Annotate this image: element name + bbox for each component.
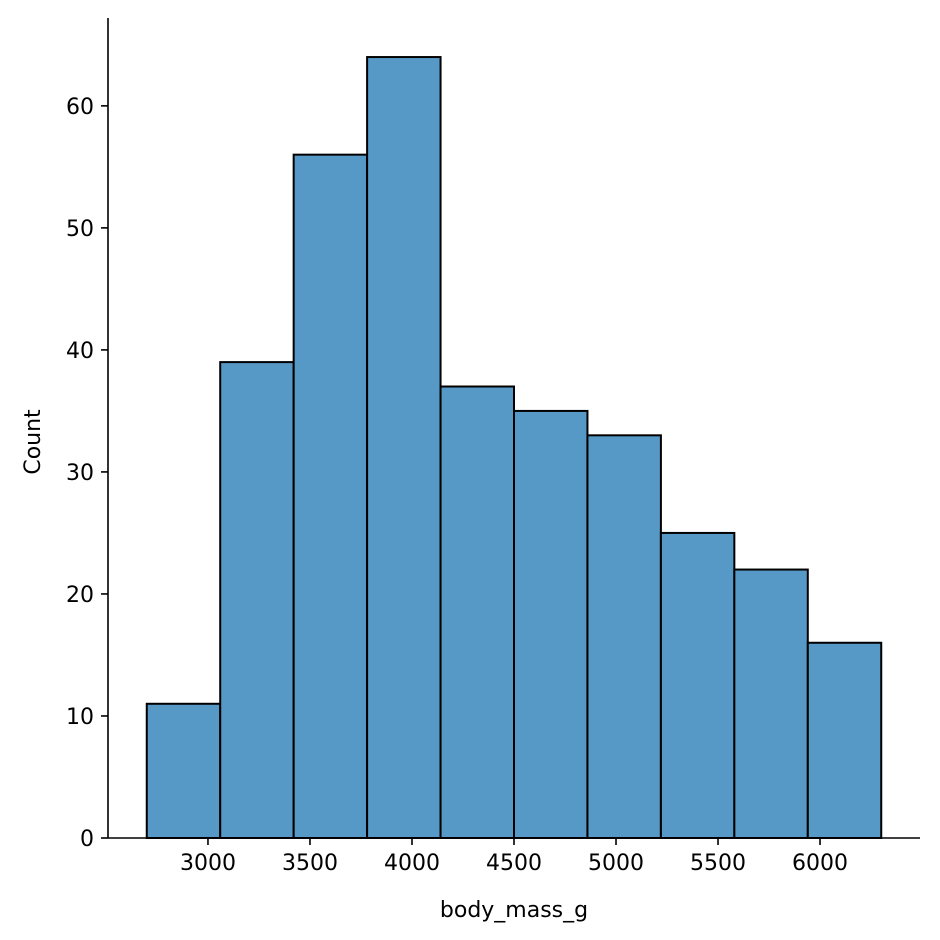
y-tick-label: 20 [66,583,94,608]
y-ticks: 0 10 20 30 40 50 60 [66,95,108,852]
histogram-bar [733,568,809,839]
x-tick-label: 4500 [486,851,542,876]
x-tick-label: 5000 [588,851,644,876]
y-tick-label: 10 [66,705,94,730]
y-tick-label: 30 [66,461,94,486]
histogram-bar [513,409,589,839]
x-tick-label: 3500 [282,851,338,876]
y-tick-label: 40 [66,339,94,364]
x-tick-label: 4000 [384,851,440,876]
histogram-bar [145,702,222,839]
histogram-bar [439,385,515,839]
x-ticks: 3000 3500 4000 4500 5000 5500 6000 [180,838,848,876]
x-axis-label: body_mass_g [440,898,588,923]
histogram-bar [586,434,662,839]
y-tick-label: 60 [66,95,94,120]
histogram-bar [219,361,295,839]
x-tick-label: 3000 [180,851,236,876]
bars-layer [145,56,883,840]
x-tick-label: 5500 [690,851,746,876]
histogram-bar [806,641,883,839]
y-tick-label: 0 [80,827,94,852]
y-axis-label: Count [21,409,46,475]
histogram-bar [659,531,736,839]
histogram-bar [292,153,369,839]
x-tick-label: 6000 [792,851,848,876]
histogram-bar [366,56,442,840]
y-tick-label: 50 [66,217,94,242]
